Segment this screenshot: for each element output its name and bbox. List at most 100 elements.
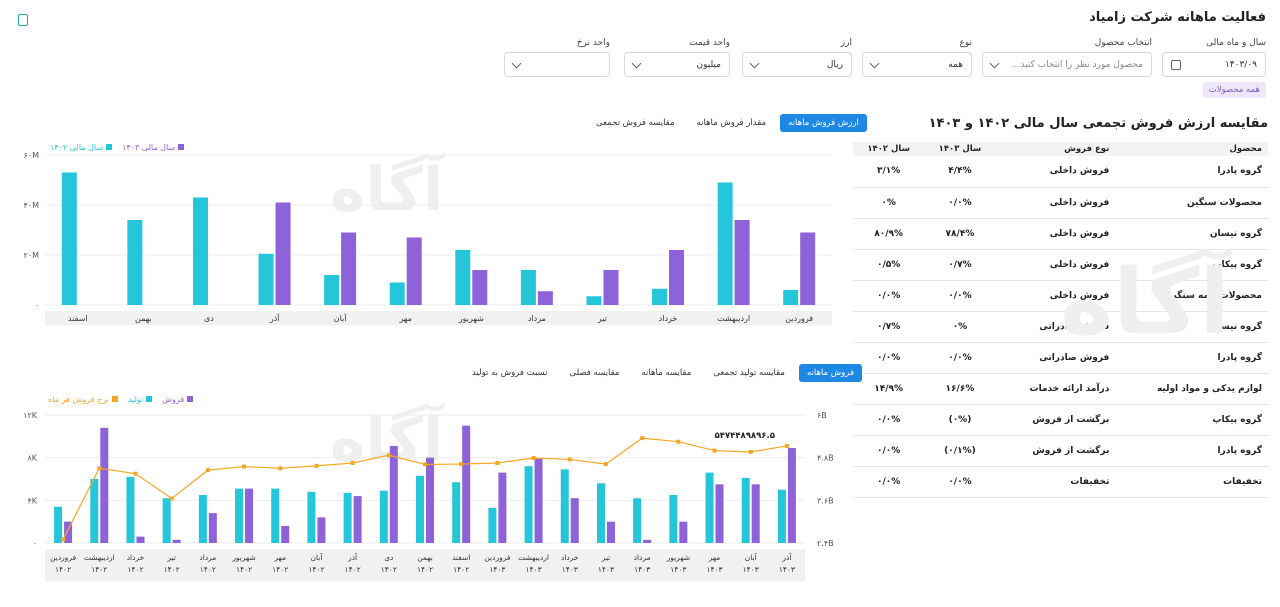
date-picker[interactable]: ۱۴۰۳/۰۹ [1162, 52, 1266, 77]
y-tick-label: ۴۰M [24, 201, 40, 210]
table-cell: گروه پیکاپ [1115, 249, 1268, 281]
rate-point [278, 466, 283, 471]
x-tick-label: فروردین [50, 553, 77, 562]
table-cell: ۱۴/۹% [853, 373, 925, 405]
sales-bar [343, 492, 352, 543]
x-tick-year: ۱۴۰۲ [272, 565, 288, 574]
filter-label: ارز [840, 38, 852, 48]
filter-label: واحد قیمت [688, 38, 730, 48]
tab[interactable]: فروش ماهانه [798, 364, 863, 382]
x-tick-year: ۱۴۰۳ [526, 565, 542, 574]
rate-point [748, 449, 753, 454]
bar [192, 197, 208, 305]
x-tick-label: مهر [273, 553, 286, 562]
tab[interactable]: مقایسه فصلی [569, 368, 620, 378]
legend-item: سال مالی ۱۴۰۳ [122, 143, 185, 152]
tab[interactable]: مقایسه ماهانه [641, 368, 692, 378]
table-cell: گروه پادرا [1115, 342, 1268, 374]
sales-bar [524, 466, 533, 543]
tab[interactable]: مقایسه فروش تجمعی [596, 118, 675, 128]
sales-comparison-table: محصول نوع فروش سال ۱۴۰۳ سال ۱۴۰۲ گروه پادرا… [853, 142, 1268, 498]
filter-label: نوع [959, 38, 972, 48]
x-tick-label: بهمن [135, 314, 152, 323]
table-cell: فروش داخلی [995, 187, 1116, 219]
table-row: گروه پیکاپ برگشت از فروش (۰%) ۰/۰% [853, 404, 1268, 436]
production-bar [426, 457, 434, 543]
sales-bar [307, 491, 316, 543]
x-tick-year: ۱۴۰۲ [381, 565, 397, 574]
x-tick-year: ۱۴۰۳ [598, 565, 614, 574]
x-tick-label: اردیبهشت [84, 553, 115, 562]
y-tick-label: ۲۰M [24, 251, 40, 260]
table-cell: (۰/۱%) [924, 435, 996, 467]
legend-swatch [187, 396, 194, 402]
filter-select[interactable]: میلیون [624, 52, 730, 77]
all-products-chip[interactable]: همه محصولات [1202, 82, 1266, 98]
bar [341, 232, 357, 305]
y-left-tick-label: ۱۲K [23, 411, 38, 420]
chevron-down-icon [749, 58, 760, 68]
rate-point [495, 461, 500, 465]
x-tick-year: ۱۴۰۲ [417, 565, 433, 574]
sales-bar [235, 488, 244, 543]
bar [258, 253, 274, 305]
chevron-down-icon [989, 58, 1000, 68]
table-cell: برگشت از فروش [995, 435, 1116, 467]
y-right-tick-label: ۳.۶B [817, 496, 834, 505]
table-cell: گروه پادرا [1115, 156, 1268, 188]
legend-swatch [111, 396, 118, 402]
filter-label: واحد نرخ [576, 38, 610, 48]
x-tick-label: آذر [781, 552, 792, 562]
rate-point [784, 443, 789, 448]
legend-label: فروش [162, 395, 185, 404]
filter-select[interactable]: محصول مورد نظر را انتخاب کنید... [982, 52, 1152, 77]
bottom-chart-tabs: فروش ماهانه مقایسه تولید تجمعی مقایسه ماها… [464, 364, 863, 382]
chevron-down-icon [869, 58, 880, 68]
sales-bar [162, 498, 171, 543]
chevron-down-icon [631, 58, 642, 68]
rate-point [459, 462, 464, 467]
sales-bar [54, 506, 63, 543]
production-bar [498, 472, 507, 543]
rate-point [423, 462, 427, 467]
table-cell: ۳/۱% [853, 156, 925, 188]
bar [324, 275, 340, 305]
table-header: نوع فروش [995, 142, 1116, 156]
table-cell: (۰%) [924, 404, 996, 436]
tab[interactable]: مقدار فروش ماهانه [696, 118, 767, 128]
top-chart-legend: سال مالی ۱۴۰۳ سال مالی ۱۴۰۲ [50, 143, 185, 152]
x-tick-year: ۱۴۰۳ [743, 565, 759, 574]
x-tick-label: مرداد [528, 314, 546, 323]
x-tick-year: ۱۴۰۳ [670, 565, 686, 574]
table-cell: ۰/۰% [853, 404, 925, 436]
x-tick-label: فروردین [785, 314, 813, 323]
x-tick-year: ۱۴۰۲ [164, 565, 180, 574]
x-tick-year: ۱۴۰۲ [308, 565, 324, 574]
filter-select[interactable]: ریال [742, 52, 852, 77]
x-tick-label: اردیبهشت [518, 553, 549, 562]
filter-select[interactable]: همه [862, 52, 972, 77]
excel-export-icon[interactable] [18, 14, 28, 26]
tab[interactable]: مقایسه تولید تجمعی [713, 368, 785, 378]
x-tick-label: خرداد [659, 314, 678, 323]
filter-select[interactable] [504, 52, 610, 77]
tab[interactable]: نسبت فروش به تولید [472, 368, 548, 378]
filter-value: میلیون [696, 59, 722, 70]
bar [800, 232, 816, 305]
legend-swatch [178, 144, 185, 150]
sales-bar [669, 495, 678, 543]
tab[interactable]: ارزش فروش ماهانه [780, 114, 867, 132]
y-right-tick-label: ۴.۸B [817, 454, 834, 463]
filter-value: ۱۴۰۳/۰۹ [1224, 59, 1257, 70]
table-row: گروه پیکاپ فروش داخلی ۰/۷% ۰/۵% [853, 249, 1268, 281]
sales-bar [596, 483, 605, 543]
table-cell: برگشت از فروش [995, 404, 1116, 436]
sales-bar [90, 479, 99, 543]
x-tick-label: آذر [347, 552, 358, 562]
production-bar [64, 521, 73, 543]
legend-item: سال مالی ۱۴۰۲ [50, 143, 113, 152]
top-chart-tabs: ارزش فروش ماهانه مقدار فروش ماهانه مقایسه … [588, 114, 867, 132]
x-tick-year: ۱۴۰۲ [236, 565, 252, 574]
sales-bar [633, 498, 642, 543]
x-tick-label: تیر [597, 314, 607, 323]
